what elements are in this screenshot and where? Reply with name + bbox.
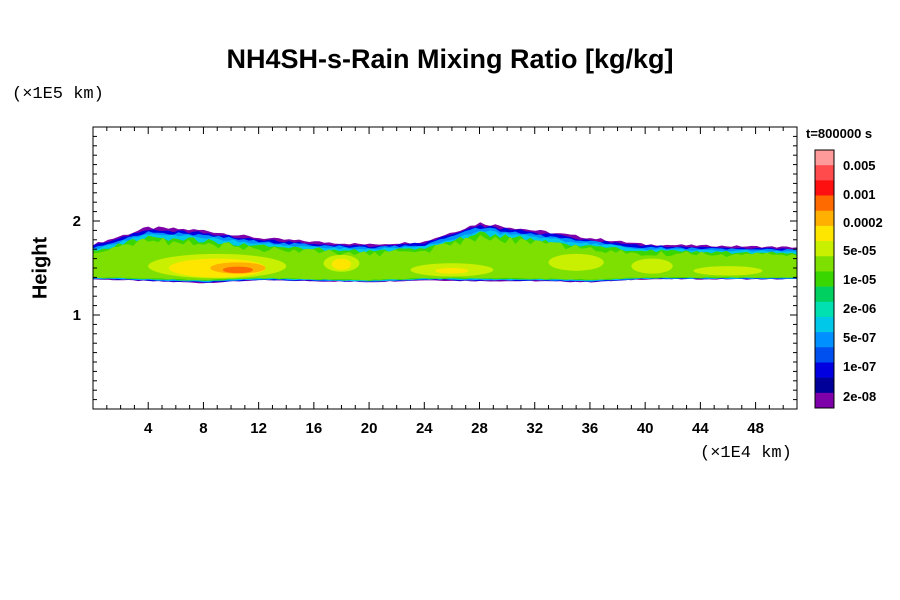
colorbar-swatch <box>815 256 834 272</box>
x-tick-label: 16 <box>306 420 323 437</box>
colorbar-label: 2e-06 <box>843 301 876 316</box>
colorbar-swatch <box>815 301 834 318</box>
colorbar-swatch <box>815 316 834 333</box>
blob-8 <box>435 268 469 274</box>
colorbar-swatch <box>815 150 834 166</box>
colorbar-frame <box>814 149 835 409</box>
chart-title: NH4SH-s-Rain Mixing Ratio [kg/kg] <box>226 44 674 74</box>
blob-10 <box>631 258 673 274</box>
colorbar-swatch <box>815 362 834 378</box>
colorbar-label: 5e-05 <box>843 243 876 258</box>
x-axis-scale-label: (×1E4 km) <box>700 444 792 463</box>
y-axis-scale-label: (×1E5 km) <box>12 85 104 104</box>
colorbar-swatch <box>815 332 834 348</box>
colorbar-swatch <box>815 210 834 227</box>
x-tick-label: 4 <box>144 420 153 437</box>
colorbar: 0.005 0.001 0.0002 5e-05 1e-05 2e-06 5e-07 1e-0… <box>814 149 883 409</box>
x-tick-label: 44 <box>692 420 709 437</box>
blob-9 <box>548 253 604 271</box>
x-tick-label: 20 <box>361 420 378 437</box>
y-tick-label: 1 <box>73 307 81 324</box>
colorbar-label: 1e-05 <box>843 272 876 287</box>
colorbar-label: 0.001 <box>843 187 876 202</box>
y-tick-label: 2 <box>73 213 81 230</box>
colorbar-swatch <box>815 165 834 181</box>
x-tick-label: 24 <box>416 420 433 437</box>
colorbar-swatch <box>815 195 834 212</box>
colorbar-swatch <box>815 225 834 242</box>
x-tick-label: 48 <box>747 420 764 437</box>
colorbar-swatch <box>815 377 834 394</box>
x-tick-label: 32 <box>526 420 543 437</box>
x-tick-label: 36 <box>582 420 599 437</box>
x-tick-label: 12 <box>250 420 267 437</box>
colorbar-swatch <box>815 286 834 303</box>
colorbar-swatch <box>815 347 834 363</box>
colorbar-swatch <box>815 392 834 409</box>
colorbar-label: 2e-08 <box>843 389 876 404</box>
x-tick-label: 40 <box>637 420 654 437</box>
x-tick-label: 28 <box>471 420 488 437</box>
blob-11 <box>693 266 763 276</box>
colorbar-label: 1e-07 <box>843 359 876 374</box>
x-tick-label: 8 <box>199 420 207 437</box>
colorbar-label: 0.005 <box>843 158 876 173</box>
colorbar-label: 5e-07 <box>843 330 876 345</box>
blob-6 <box>331 258 352 270</box>
plot-area <box>93 222 797 284</box>
blob-4 <box>222 266 254 274</box>
colorbar-swatch <box>815 271 834 287</box>
colorbar-label: 0.0002 <box>843 215 883 230</box>
time-label: t=800000 s <box>806 126 873 141</box>
colorbar-swatch <box>815 180 834 196</box>
colorbar-swatch <box>815 241 834 257</box>
